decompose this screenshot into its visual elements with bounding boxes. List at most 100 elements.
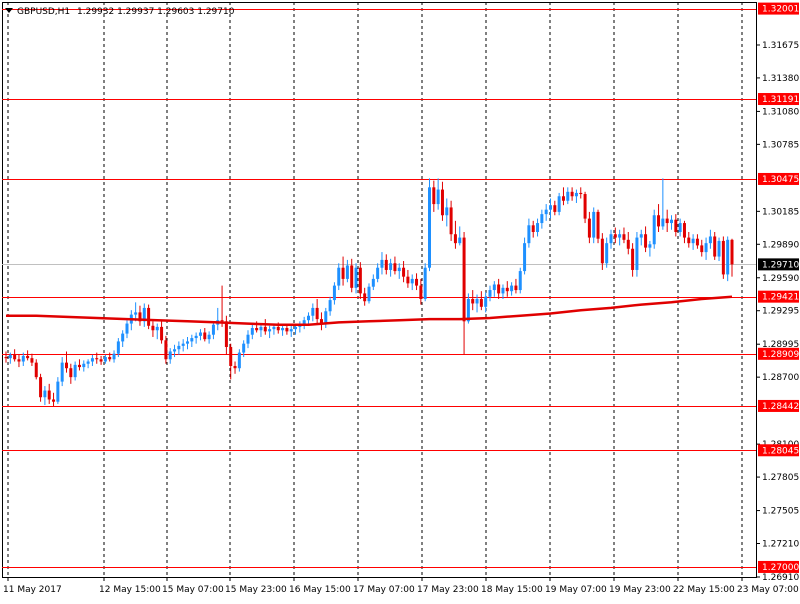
candle-body xyxy=(484,296,488,307)
candle-body xyxy=(419,285,423,299)
y-tick-label: 1.27505 xyxy=(762,507,799,517)
candle-body xyxy=(26,355,30,359)
candle-body xyxy=(510,285,514,292)
candle-body xyxy=(492,284,496,291)
level-price-tag xyxy=(758,347,799,360)
candle-body xyxy=(726,239,730,275)
candle-body xyxy=(186,341,189,344)
ohlc-readout: 1.29932 1.29937 1.29603 1.29710 xyxy=(77,7,235,17)
y-tick-label: 1.29890 xyxy=(762,240,799,250)
candle-body xyxy=(371,278,375,287)
candle-body xyxy=(380,259,384,268)
candle-body xyxy=(367,286,371,302)
candle-body xyxy=(458,237,462,244)
candle-body xyxy=(242,343,246,353)
candle-body xyxy=(151,325,155,331)
candle-body xyxy=(462,237,466,322)
candle-body xyxy=(155,326,159,331)
candle-body xyxy=(8,354,12,359)
candle-body xyxy=(613,234,617,238)
level-price-text: 1.28909 xyxy=(762,350,799,360)
candle-body xyxy=(99,359,103,362)
candle-body xyxy=(695,238,699,246)
candle-body xyxy=(246,334,250,344)
y-tick-label: 1.27805 xyxy=(762,473,799,483)
x-tick-label: 11 May 2017 xyxy=(3,585,62,595)
plot-area-border xyxy=(2,2,757,578)
candle-body xyxy=(652,215,656,245)
y-tick-label: 1.31675 xyxy=(762,41,799,51)
candle-body xyxy=(233,365,237,369)
candle-body xyxy=(406,276,410,284)
candle-body xyxy=(536,223,540,232)
level-price-tag xyxy=(758,560,799,573)
level-price-text: 1.28442 xyxy=(762,402,799,412)
candle-body xyxy=(553,205,557,212)
candle-body xyxy=(138,312,142,322)
candle-body xyxy=(82,363,86,368)
y-tick-label: 1.29295 xyxy=(762,307,799,317)
candle-body xyxy=(557,196,561,212)
candle-body xyxy=(281,328,285,331)
candle-body xyxy=(423,267,427,299)
candle-body xyxy=(518,271,522,291)
level-price-text: 1.32001 xyxy=(762,5,799,15)
candle-body xyxy=(60,362,64,382)
candle-body xyxy=(65,362,68,369)
level-price-tag xyxy=(758,93,799,106)
candle-body xyxy=(384,259,388,270)
candle-body xyxy=(592,211,596,238)
candle-body xyxy=(341,267,345,279)
level-price-tag xyxy=(758,172,799,185)
candle-body xyxy=(181,343,185,346)
candle-body xyxy=(307,315,310,321)
candle-body xyxy=(289,329,293,332)
x-tick-label: 12 May 15:00 xyxy=(99,585,161,595)
candle-body xyxy=(497,284,501,294)
candle-body xyxy=(505,287,509,292)
x-tick-label: 22 May 15:00 xyxy=(673,585,735,595)
current-price-tag xyxy=(758,258,799,271)
candle-body xyxy=(389,263,393,270)
candle-body xyxy=(402,267,406,277)
candle-body xyxy=(691,238,695,244)
triangle-down-icon[interactable] xyxy=(5,8,13,13)
candle-body xyxy=(73,364,77,378)
candle-body xyxy=(393,263,397,272)
candle-body xyxy=(713,236,717,257)
x-tick-label: 18 May 15:00 xyxy=(481,585,543,595)
candle-body xyxy=(345,265,349,279)
candle-body xyxy=(194,335,198,339)
candle-body xyxy=(721,240,725,275)
candle-body xyxy=(52,399,56,402)
moving-average xyxy=(6,295,733,326)
candle-body xyxy=(173,349,177,352)
candle-body xyxy=(523,243,527,272)
candle-body xyxy=(566,191,570,201)
candle-body xyxy=(479,298,483,307)
candle-body xyxy=(583,194,587,219)
candle-body xyxy=(570,191,574,197)
candle-body xyxy=(376,267,380,279)
level-price-tag xyxy=(758,444,799,457)
candle-body xyxy=(700,245,704,253)
level-price-text: 1.30475 xyxy=(762,175,799,185)
candle-body xyxy=(670,219,673,224)
candle-body xyxy=(410,278,414,284)
candle-body xyxy=(436,189,440,205)
candle-body xyxy=(475,298,479,304)
price-axis: 1.31675 1.31380 1.31080 1.30785 1.30185 1.298… xyxy=(756,41,799,583)
candle-body xyxy=(276,326,280,331)
candle-body xyxy=(263,326,267,332)
x-tick-label: 17 May 07:00 xyxy=(353,585,415,595)
candle-body xyxy=(488,290,492,297)
candle-body xyxy=(574,192,578,197)
candle-body xyxy=(43,390,47,398)
candle-body xyxy=(704,243,708,253)
candle-body xyxy=(665,218,669,224)
candle-body xyxy=(69,368,73,378)
candle-body xyxy=(730,239,734,265)
candle-body xyxy=(644,234,648,248)
